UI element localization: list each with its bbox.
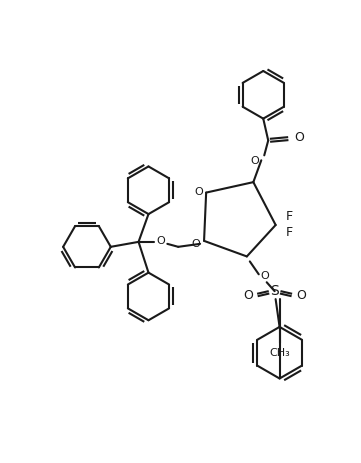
- Text: O: O: [260, 271, 269, 282]
- Text: O: O: [243, 288, 253, 301]
- Text: O: O: [156, 236, 165, 246]
- Text: F: F: [286, 226, 293, 239]
- Text: O: O: [250, 156, 259, 166]
- Text: O: O: [294, 131, 304, 144]
- Text: F: F: [286, 210, 293, 223]
- Text: O: O: [195, 187, 204, 197]
- Text: O: O: [192, 239, 200, 249]
- Text: CH₃: CH₃: [269, 348, 290, 358]
- Text: S: S: [270, 284, 279, 298]
- Text: O: O: [296, 288, 306, 301]
